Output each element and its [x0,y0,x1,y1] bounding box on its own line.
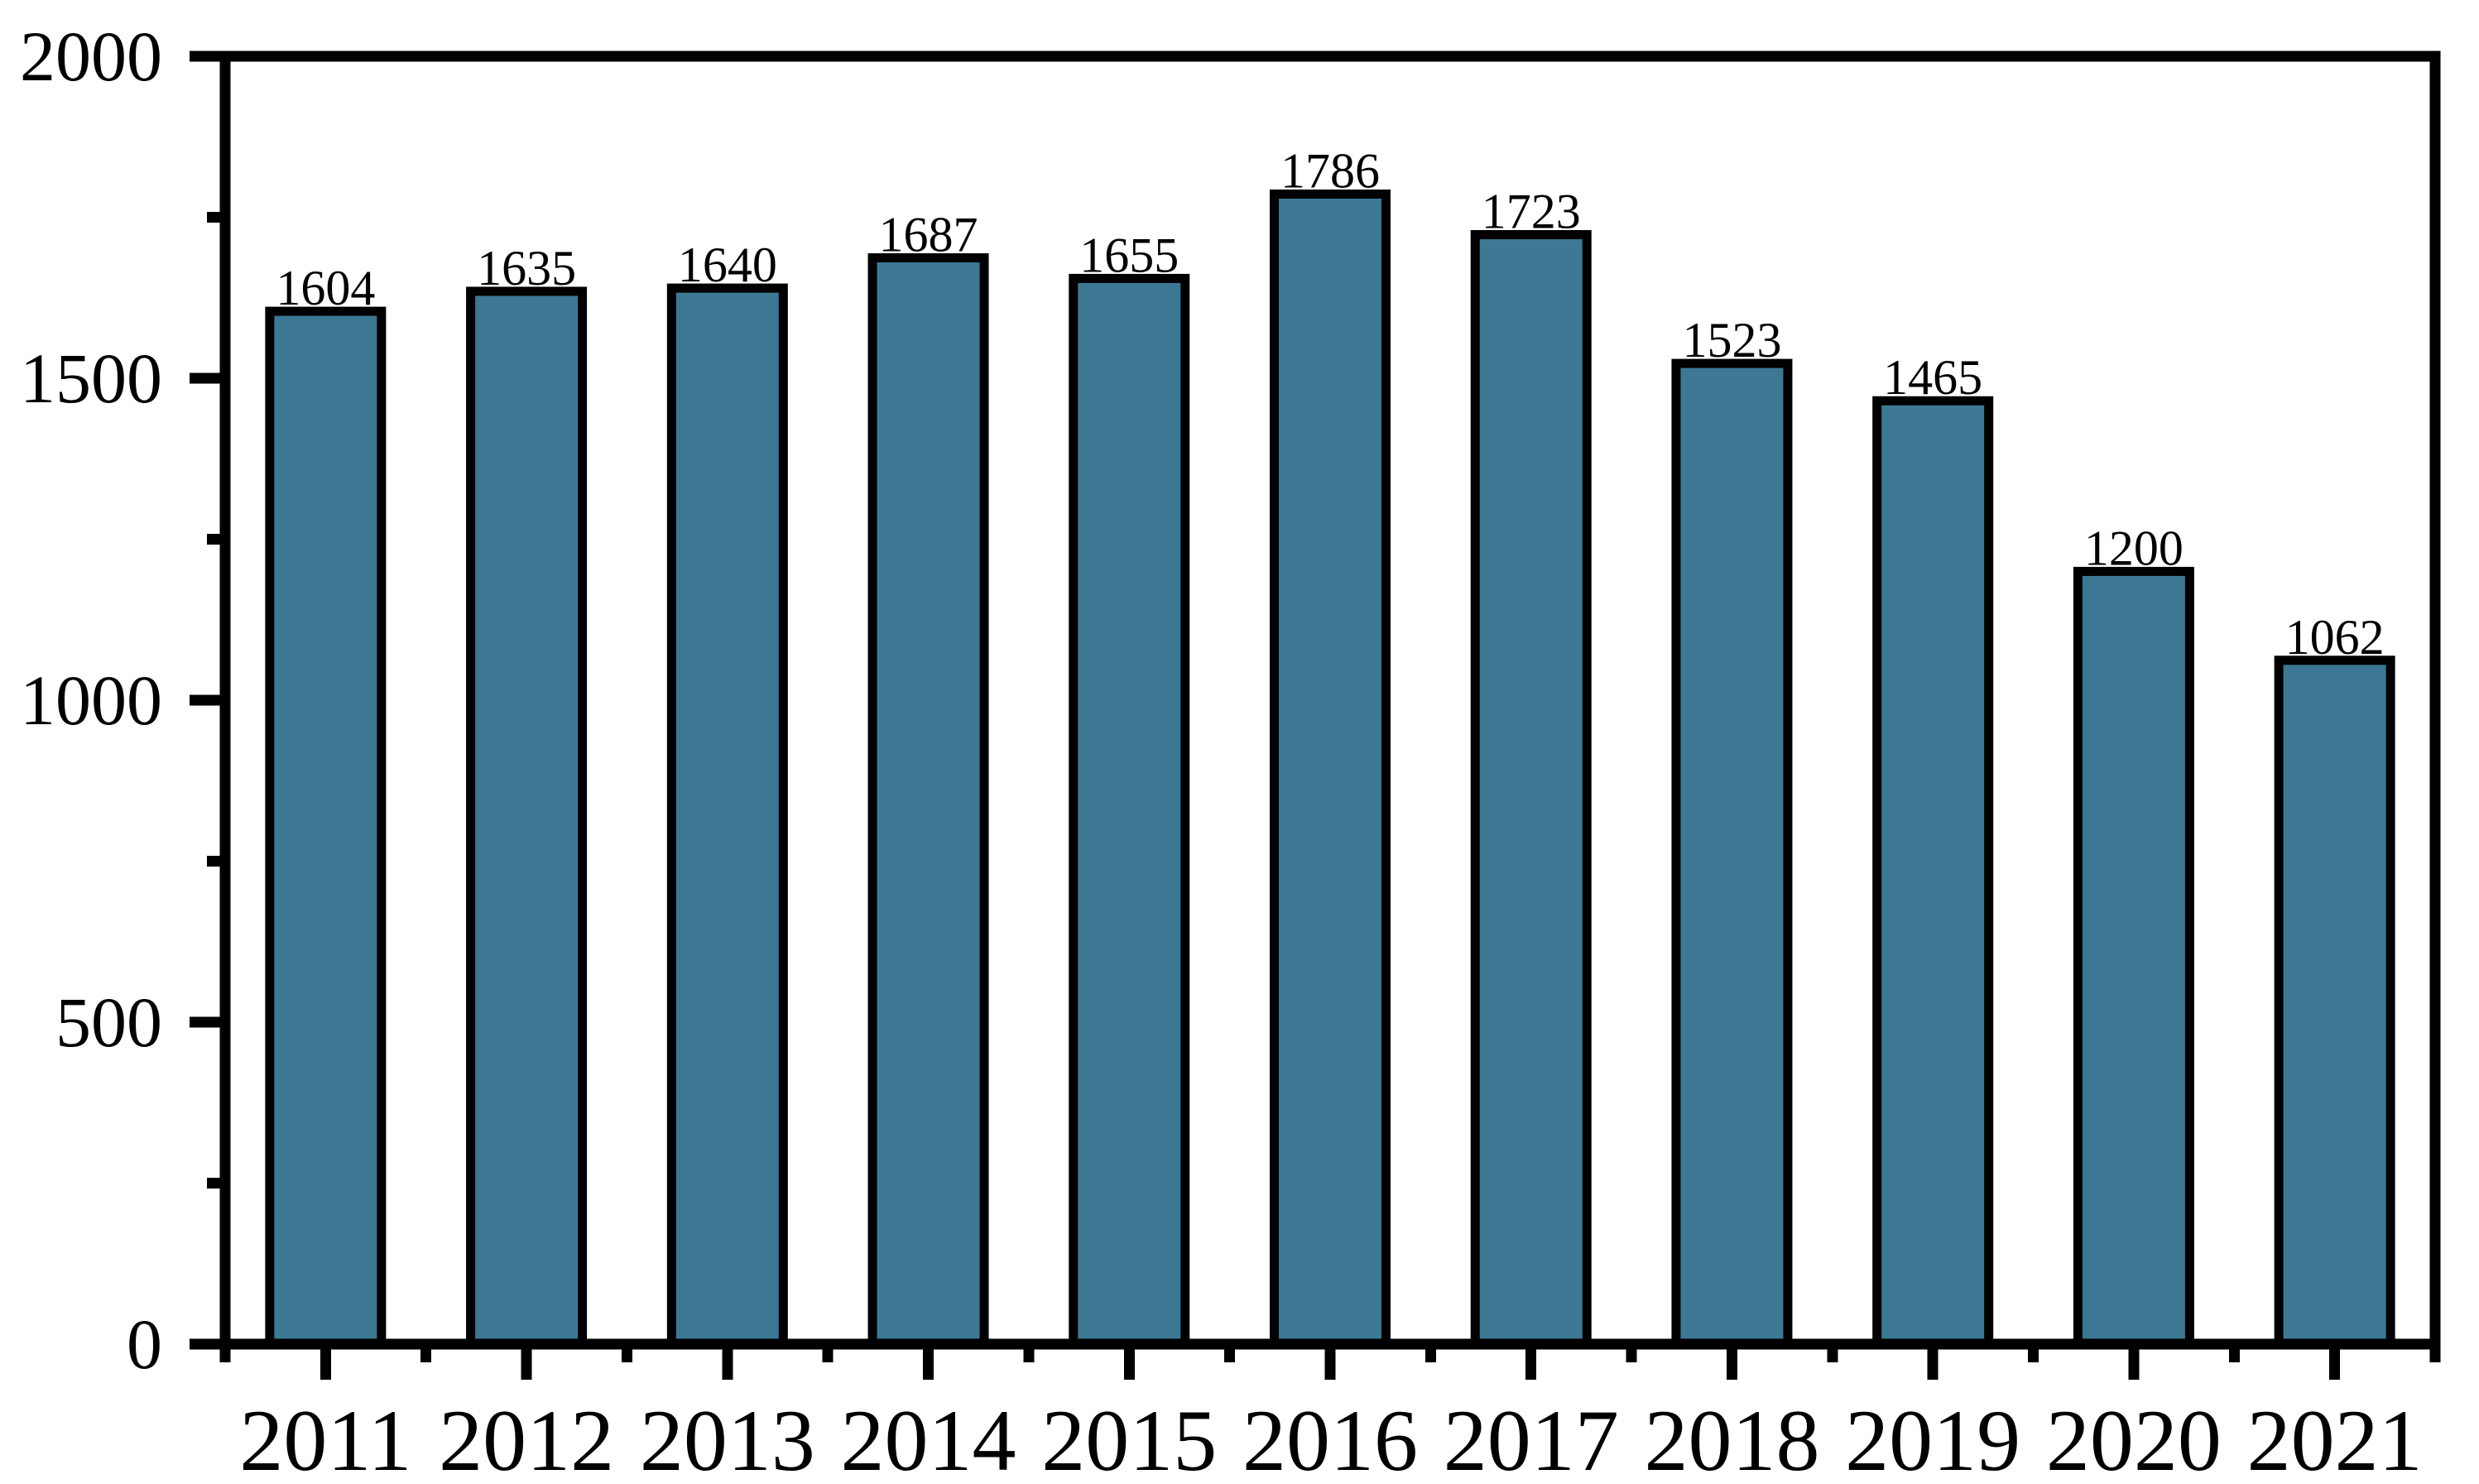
bar-2012 [466,286,588,1349]
x-tick-label: 2021 [2247,1392,2423,1484]
bar-value-label: 1655 [1079,228,1179,282]
x-tick-label: 2015 [1041,1392,1217,1484]
bar-2015 [1069,273,1190,1349]
x-tick-label: 2020 [2046,1392,2222,1484]
bar-value-label: 1786 [1280,143,1380,198]
x-tick-label: 2011 [239,1392,411,1484]
x-tick-label: 2014 [841,1392,1016,1484]
x-tick-label: 2019 [1845,1392,2020,1484]
bar-2017 [1470,230,1592,1349]
x-tick-label: 2017 [1444,1392,1619,1484]
bar-value-label: 1200 [2084,521,2184,575]
y-tick-label: 2000 [20,17,162,96]
bar-2019 [1872,396,1994,1349]
bar-value-label: 1687 [879,208,978,262]
y-tick-label: 0 [127,1304,162,1384]
bar-value-label: 1465 [1883,350,1982,405]
bar-2011 [265,306,387,1349]
bar-2021 [2274,656,2395,1349]
bar-value-label: 1062 [2285,610,2385,665]
x-tick-label: 2012 [439,1392,614,1484]
bar-2013 [666,283,788,1349]
bar-value-label: 1635 [477,241,576,295]
x-tick-label: 2018 [1644,1392,1819,1484]
bar-2016 [1270,189,1391,1349]
bar-2014 [867,253,989,1349]
bar-value-label: 1723 [1482,185,1581,239]
bar-2020 [2073,566,2194,1349]
bar-value-label: 1604 [276,261,375,315]
bar-2018 [1671,358,1793,1349]
y-tick-label: 500 [55,982,162,1062]
y-tick-label: 1000 [20,660,162,740]
y-tick-label: 1500 [20,339,162,418]
bar-value-label: 1523 [1682,313,1781,367]
bar-value-label: 1640 [678,238,777,292]
x-tick-label: 2013 [640,1392,815,1484]
x-tick-label: 2016 [1242,1392,1418,1484]
